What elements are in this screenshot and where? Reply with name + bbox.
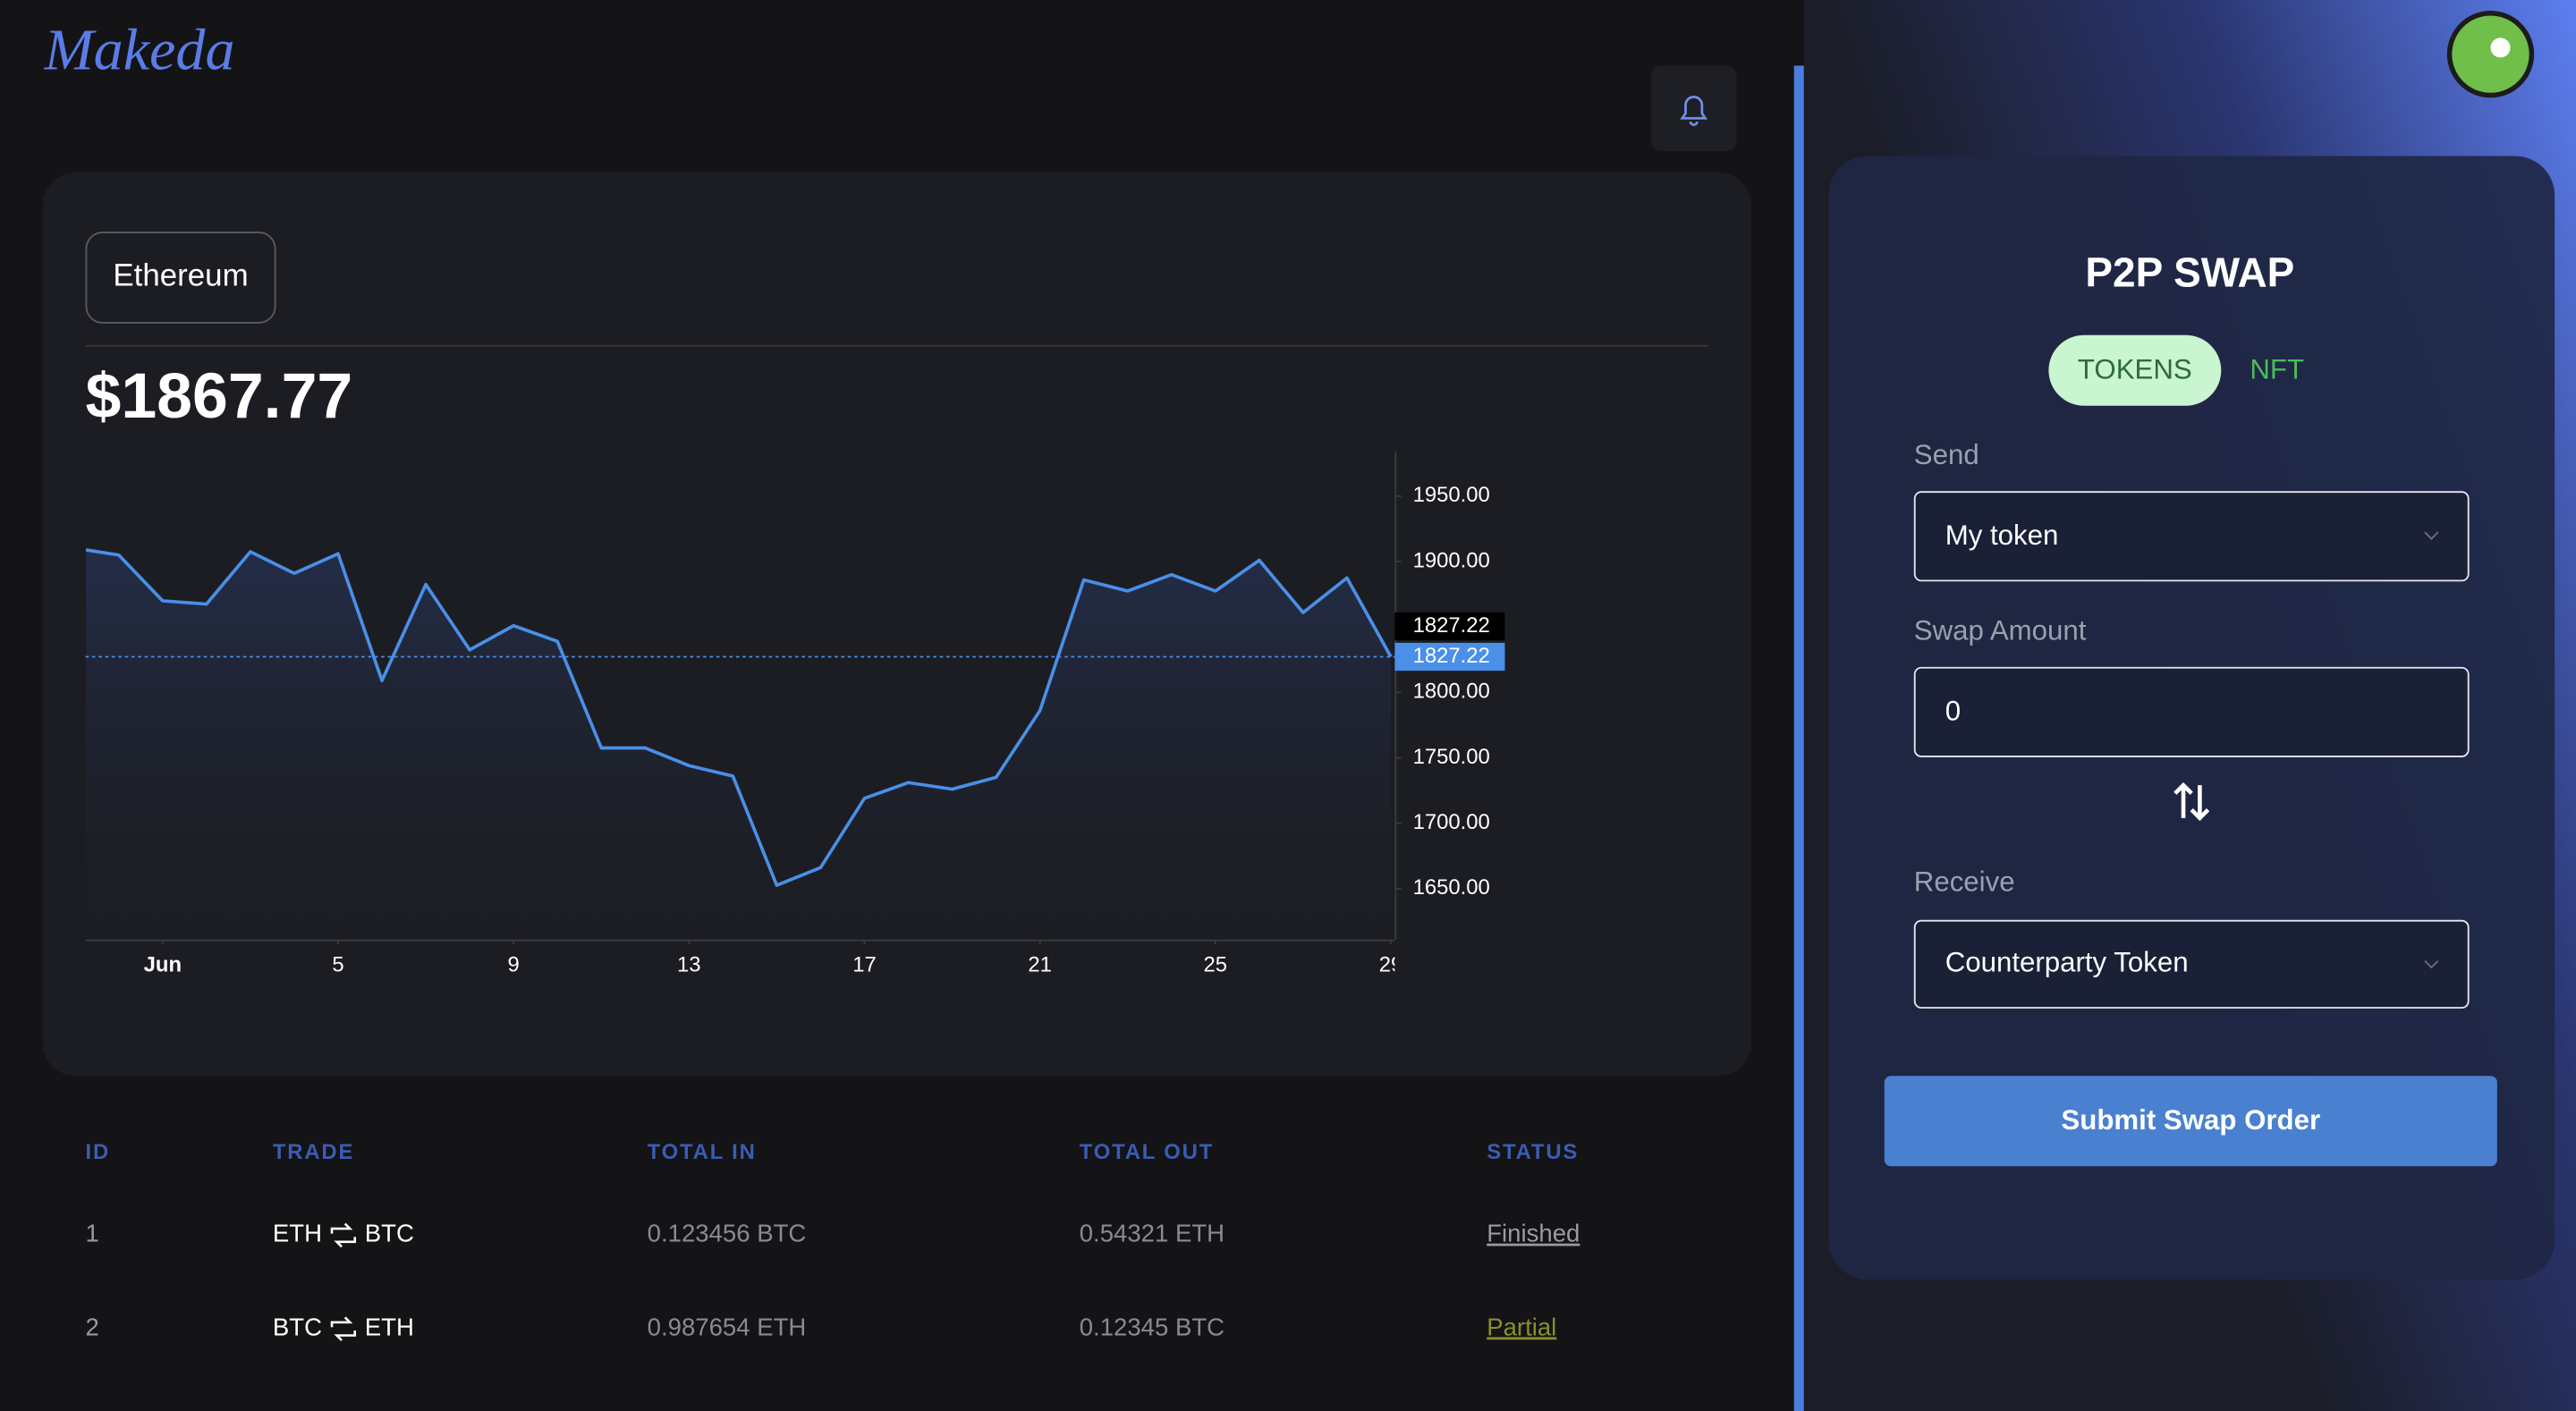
status[interactable]: Finished [1487,1220,1580,1247]
trade-from: ETH [273,1220,322,1247]
column-header: TOTAL OUT [1080,1140,1214,1164]
y-tick-label: 1650.00 [1413,875,1490,900]
row-id: 1 [86,1220,99,1247]
x-tick-label: Jun [144,952,182,976]
x-tick-label: 21 [1028,952,1052,976]
amount-label: Swap Amount [1914,615,2087,646]
last-price-box-dark [1394,612,1505,641]
x-tick-label: 13 [677,952,701,976]
trade-from: BTC [273,1313,322,1340]
receive-select[interactable] [1913,919,2470,1009]
receive-value[interactable]: Counterparty Token [1945,947,2189,978]
submit-button[interactable] [1884,1076,2497,1167]
total-in: 0.987654 ETH [648,1313,807,1340]
last-price-label: 1827.22 [1413,644,1490,668]
y-tick-label: 1900.00 [1413,548,1490,572]
submit-label[interactable]: Submit Swap Order [2061,1104,2320,1136]
logo[interactable]: Makeda [44,18,235,83]
last-price-label-dark: 1827.22 [1413,613,1490,638]
asset-button-label[interactable]: Ethereum [113,258,248,293]
total-in: 0.123456 BTC [648,1220,807,1247]
row-id: 2 [86,1313,99,1340]
y-tick-label: 1750.00 [1413,745,1490,769]
avatar[interactable] [2446,10,2535,98]
last-price-box [1394,642,1505,672]
amount-input[interactable] [1913,666,2470,757]
swap-icon [330,1316,357,1341]
tokens-tab[interactable] [2048,334,2222,406]
chevron [2424,960,2439,969]
area [86,549,1391,940]
price-line [85,548,1393,887]
nft-tab[interactable]: NFT [2250,353,2304,384]
trade-to: ETH [365,1313,414,1340]
x-tick-label: 9 [508,952,520,976]
column-header: TRADE [273,1140,354,1164]
swap-direction-icon[interactable] [2174,782,2210,822]
y-tick-label: 1950.00 [1413,483,1490,507]
send-select[interactable] [1913,491,2470,582]
status[interactable]: Partial [1487,1313,1556,1340]
x-tick-label: 5 [332,952,343,976]
send-value[interactable]: My token [1945,520,2059,551]
amount-value[interactable]: 0 [1945,696,1961,727]
x-ticks: Jun 5 9 13 17 21 25 29 [144,939,1403,976]
x-tick-label: 17 [852,952,877,976]
asset-button[interactable] [85,232,276,324]
swap-title: P2P SWAP [2085,249,2294,296]
trades-table: ID TRADE TOTAL IN TOTAL OUT STATUS 1 ETH BTC 0.1… [86,1140,1580,1341]
column-header: TOTAL IN [648,1140,757,1164]
x-tick-label: 25 [1204,952,1228,976]
send-label: Send [1914,439,1979,470]
column-header: STATUS [1487,1140,1579,1164]
bell-button[interactable] [1650,65,1737,152]
tokens-tab-label[interactable]: TOKENS [2078,353,2192,384]
y-tick-label: 1700.00 [1413,810,1490,834]
avatar-eye [2490,38,2511,58]
bell-icon [1680,96,1708,126]
receive-label: Receive [1914,866,2015,898]
trade-to: BTC [365,1220,414,1247]
chart: 1650.001700.001750.001800.001850.001900.… [85,452,1505,976]
column-header: ID [86,1140,111,1164]
swap-icon [330,1222,357,1248]
price: $1867.77 [86,360,353,432]
total-out: 0.54321 ETH [1080,1220,1224,1247]
chevron [2424,531,2439,540]
y-tick-label: 1800.00 [1413,680,1490,704]
x-tick-label: 29 [1379,952,1403,976]
total-out: 0.12345 BTC [1080,1313,1224,1340]
scrollbar[interactable] [1793,65,1804,1411]
